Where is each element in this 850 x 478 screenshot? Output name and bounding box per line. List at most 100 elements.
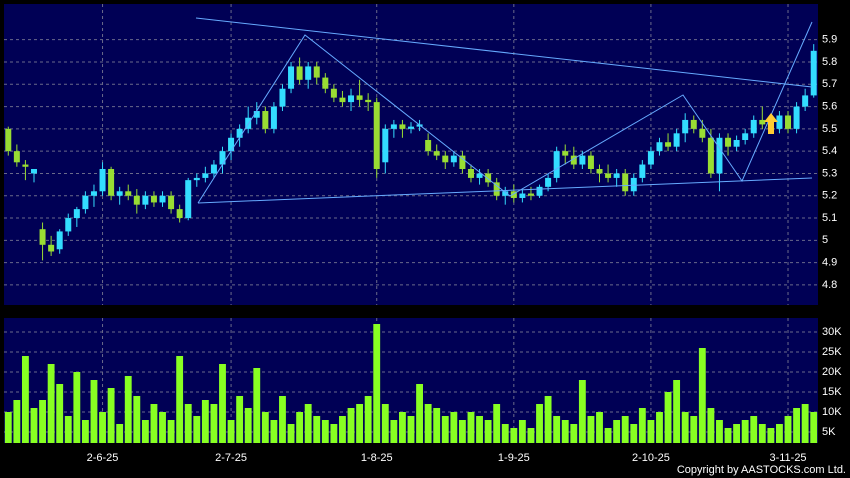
volume-bar — [433, 408, 441, 443]
volume-bar — [270, 420, 278, 443]
volume-bar — [698, 348, 706, 443]
volume-bar — [176, 356, 184, 443]
copyright: Copyright by AASTOCKS.com Ltd. — [677, 464, 846, 476]
candle-body — [785, 115, 792, 129]
candle-body — [348, 95, 355, 103]
candle-body — [202, 173, 209, 178]
candle-body — [296, 66, 303, 80]
volume-bar — [810, 412, 818, 443]
candle-body — [142, 195, 149, 205]
volume-bar — [81, 420, 89, 443]
volume-bar — [416, 384, 423, 443]
y-tick-label: 4.9 — [822, 257, 837, 269]
volume-bar — [518, 420, 526, 443]
volume-bar — [219, 364, 226, 443]
volume-bar — [64, 416, 72, 443]
volume-bar — [784, 416, 792, 443]
volume-bar — [287, 424, 295, 443]
volume-bar — [621, 416, 629, 443]
candle-body — [373, 102, 380, 169]
candle-body — [399, 124, 406, 129]
candle-body — [99, 168, 106, 192]
volume-bar — [570, 424, 578, 443]
volume-bar — [364, 396, 372, 443]
trend-line — [197, 21, 813, 204]
candle-body — [150, 195, 157, 203]
volume-bar — [690, 416, 698, 443]
x-tick-label: 3-11-25 — [769, 452, 806, 464]
candle-body — [108, 168, 115, 196]
volume-bar — [450, 412, 458, 443]
candle-body — [725, 137, 732, 147]
y-tick-label: 5.4 — [822, 145, 837, 157]
candle-body — [733, 140, 740, 147]
volume-bar — [150, 404, 158, 443]
candle-body — [236, 128, 243, 138]
candle-body — [356, 95, 363, 100]
x-tick-label: 1-9-25 — [498, 452, 530, 464]
y-tick-label: 5 — [822, 234, 828, 246]
volume-bar — [681, 412, 689, 443]
volume-bar — [347, 408, 355, 443]
volume-bar — [544, 396, 552, 443]
volume-bar — [210, 404, 218, 443]
volume-bar — [673, 380, 681, 443]
candle-body — [262, 111, 269, 129]
volume-bar — [630, 424, 638, 443]
candle-body — [125, 191, 132, 196]
volume-bar — [724, 428, 732, 443]
volume-bar — [476, 416, 483, 443]
trend-lines — [195, 17, 813, 204]
candle-body — [382, 128, 389, 163]
y-tick-label: 5.2 — [822, 190, 837, 202]
candle-body — [527, 193, 534, 196]
candle-body — [425, 140, 432, 152]
candle-body — [90, 191, 97, 196]
y-tick-label: 5.3 — [822, 167, 837, 179]
volume-bar — [107, 388, 115, 443]
candle-body — [13, 151, 20, 163]
trend-line — [195, 17, 813, 88]
x-tick-label: 2-7-25 — [215, 452, 247, 464]
candle-body — [759, 119, 766, 125]
volume-bar — [30, 408, 38, 443]
volume-bar — [510, 428, 518, 443]
y-tick-label: 5.5 — [822, 123, 837, 135]
candle-body — [570, 155, 577, 165]
candle-body — [433, 151, 440, 156]
x-tick-label: 2-10-25 — [632, 452, 670, 464]
y-tick-label: 15K — [822, 386, 842, 398]
volume-bar — [261, 412, 269, 443]
volume-bar — [279, 396, 286, 443]
volume-bar — [184, 404, 192, 443]
candle-body — [476, 173, 483, 178]
candle-body — [750, 119, 757, 134]
volume-bar — [424, 404, 432, 443]
candle-body — [485, 173, 492, 183]
volume-bar — [647, 420, 655, 443]
y-tick-label: 5.7 — [822, 78, 837, 90]
candle-body — [459, 155, 466, 169]
volume-bar — [716, 420, 723, 443]
candle-body — [450, 155, 457, 163]
volume-bar — [330, 424, 338, 443]
volume-bar — [733, 424, 741, 443]
candle-body — [159, 195, 166, 203]
volume-bar — [407, 416, 415, 443]
volume-bar — [321, 420, 329, 443]
candle-body — [82, 195, 89, 210]
y-tick-label: 5.1 — [822, 212, 837, 224]
volume-bar — [99, 412, 106, 443]
volume-bar — [253, 368, 261, 443]
candle-body — [656, 142, 663, 152]
x-tick-label: 2-6-25 — [87, 452, 119, 464]
candle-body — [639, 164, 646, 178]
y-tick-label: 25K — [822, 346, 842, 358]
candle-body — [288, 66, 295, 89]
y-tick-label: 5.8 — [822, 56, 837, 68]
volume-bar — [39, 400, 46, 443]
candle-body — [605, 173, 612, 178]
candle-body — [793, 106, 800, 129]
candle-body — [322, 77, 329, 89]
candle-body — [339, 97, 346, 103]
